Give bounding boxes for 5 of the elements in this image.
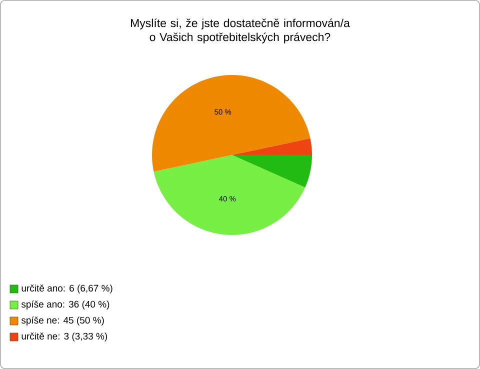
legend-label: určitě ano: 6 (6,67 %) [22, 284, 112, 294]
legend-label: určitě ne: 3 (3,33 %) [22, 332, 108, 342]
chart-title: Myslíte si, že jste dostatečně informován/a o Vašich spotřebitelských právech? [131, 18, 350, 44]
legend-label: spíše ano: 36 (40 %) [21, 300, 110, 310]
legend-label: spíše ne: 45 (50 %) [21, 316, 104, 326]
